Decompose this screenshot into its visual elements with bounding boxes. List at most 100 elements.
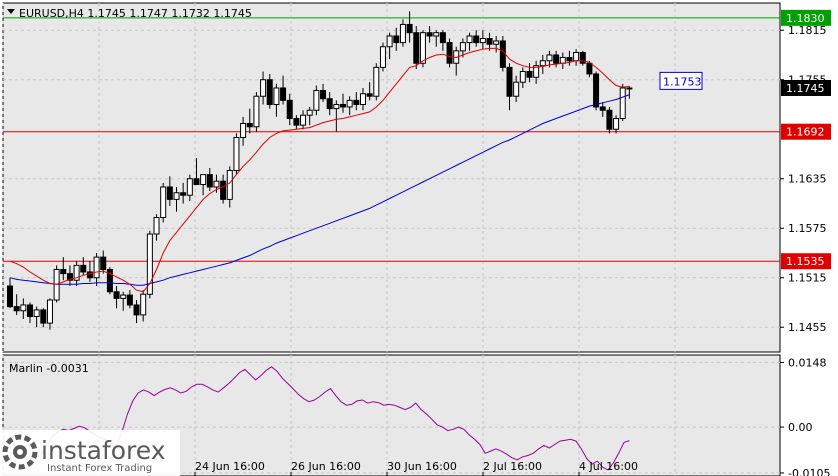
candle-20 [140,290,147,322]
candle-body [333,103,340,110]
ind-tick-label: 0.00 [788,421,813,434]
candle-body [413,32,420,64]
candle-body [406,23,413,34]
candle-11 [80,257,87,276]
candle-41 [280,75,287,105]
candle-body [300,114,307,126]
candle-29 [200,174,207,196]
candle-body [173,192,180,200]
candle-body [260,79,267,97]
candle-63 [426,26,433,43]
candle-body [180,192,187,196]
candle-body [40,309,47,324]
candle-10 [73,261,80,286]
candle-18 [126,290,133,309]
candle-body [233,136,240,171]
candle-89 [599,102,606,117]
candle-body [586,62,593,75]
candle-body [100,256,107,270]
candle-body [140,293,147,316]
candle-body [386,35,393,48]
candle-27 [186,174,193,202]
candle-body [626,87,633,90]
candle-8 [60,257,67,281]
candle-86 [579,50,586,66]
candle-body [573,52,580,62]
candle-body [479,37,486,44]
logo: instaforex Instant Forex Trading [0,430,180,476]
candle-body [393,35,400,44]
candle-87 [586,60,593,78]
candle-body [506,66,513,97]
candle-body [246,122,253,128]
candle-body [113,291,120,299]
candle-65 [439,30,446,51]
candle-59 [399,19,406,47]
candle-22 [153,214,160,241]
candle-91 [613,115,620,134]
level-label-box [659,71,703,90]
candle-70 [473,30,480,47]
candle-body [80,264,87,273]
candle-64 [433,30,440,47]
candle-14 [100,250,107,274]
candle-body [366,93,373,97]
candle-body [486,37,493,45]
candle-32 [220,174,227,204]
candle-13 [93,252,100,286]
candle-60 [406,11,413,43]
candle-23 [160,182,167,223]
logo-brand: instaforex [41,436,166,465]
candle-body [559,56,566,64]
candle-body [293,118,300,126]
candle-2 [20,298,27,319]
candle-body [153,217,160,235]
level-label-box [781,253,831,270]
level-label-box [781,9,831,26]
candle-body [93,256,100,279]
candle-6 [46,298,53,330]
dropdown-triangle-icon[interactable] [7,9,15,14]
candle-73 [493,36,500,53]
candle-body [513,81,520,97]
main-plot-area[interactable] [2,2,781,353]
candle-88 [593,71,600,111]
candle-body [379,46,386,68]
candle-72 [486,32,493,51]
candle-71 [479,30,486,50]
candle-body [86,271,93,279]
candle-body [619,87,626,120]
candle-body [253,95,260,128]
candle-body [613,118,620,130]
candle-21 [146,230,153,299]
candle-body [226,169,233,200]
candle-body [553,54,560,64]
candle-93 [626,86,633,99]
candle-56 [379,42,386,72]
candle-66 [446,38,453,68]
time-tick-label: 4 Jul 16:00 [579,460,638,473]
candle-body [473,35,480,44]
candle-55 [373,63,380,101]
candle-53 [359,87,366,111]
candle-28 [193,158,200,186]
candle-25 [173,186,180,212]
candle-9 [66,265,73,286]
candle-79 [533,60,540,84]
time-tick-label: 26 Jun 16:00 [291,460,361,473]
horizontal-levels [3,17,780,262]
level-label-box [781,123,831,140]
candle-body [599,106,606,111]
candle-body [519,70,526,83]
price-tick-label: 1.1635 [788,173,827,186]
candle-54 [366,82,373,101]
candle-body [13,306,20,312]
candle-body [579,52,586,64]
time-tick-label: 2 Jul 16:00 [483,460,542,473]
main-grid [2,3,780,352]
candle-body [213,180,220,188]
candle-1 [13,294,20,315]
candle-46 [313,85,320,116]
candle-24 [166,176,173,206]
